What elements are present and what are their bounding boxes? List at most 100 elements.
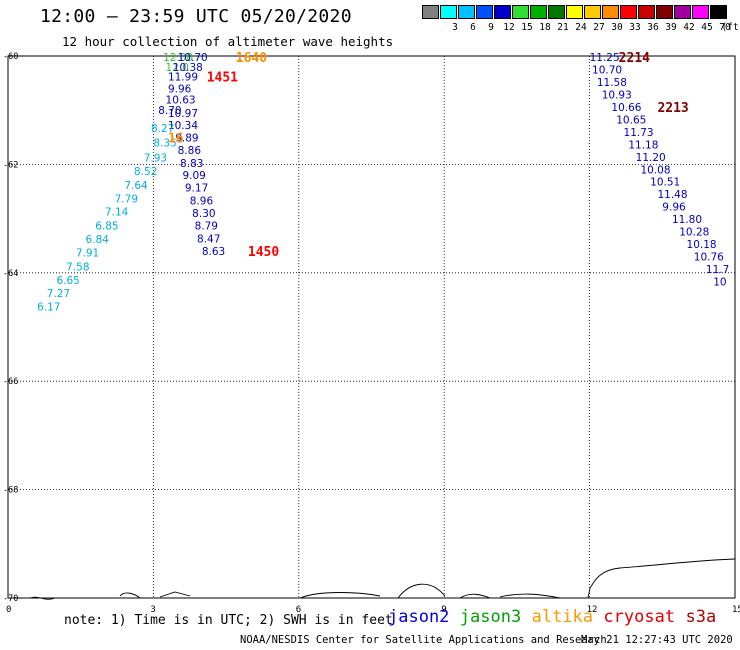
wave-height-label: 6.17: [37, 301, 60, 313]
wave-height-label: 11.25: [590, 52, 620, 64]
scale-label: 21: [557, 22, 569, 33]
generation-timestamp: May 21 12:27:43 UTC 2020: [581, 634, 733, 646]
wave-height-label: 9.96: [662, 202, 686, 214]
y-tick-label: -66: [3, 377, 18, 387]
wave-height-label: 8.70: [158, 105, 181, 117]
wave-height-label: 8.35: [153, 138, 176, 150]
wave-height-label: 8.79: [195, 221, 218, 233]
wave-height-label: 10.93: [602, 89, 632, 101]
scale-swatch: [458, 5, 475, 19]
x-tick-label: 9: [441, 605, 446, 615]
x-tick-label: 12: [587, 605, 598, 615]
pass-time-label: 1450: [248, 245, 279, 260]
y-tick-label: -62: [3, 160, 18, 170]
wave-height-label: 10.70: [592, 65, 622, 77]
scale-label: 30: [611, 22, 623, 33]
scale-label: 18: [539, 22, 551, 33]
scale-label: 12: [503, 22, 515, 33]
wave-height-label: 9.17: [185, 183, 208, 195]
wave-height-label: 9.09: [182, 170, 205, 182]
scale-label: 24: [575, 22, 587, 33]
pass-time-label: 16: [168, 131, 184, 146]
scale-unit: (ft): [721, 22, 740, 33]
pass-time-label: 2214: [619, 51, 650, 66]
wave-height-label: 10.70: [178, 52, 208, 64]
scale-swatch: [584, 5, 601, 19]
wave-height-label: 10.28: [679, 227, 709, 239]
wave-height-label: 11.73: [624, 127, 654, 139]
scale-swatch: [710, 5, 727, 19]
scale-label: 39: [665, 22, 677, 33]
scale-label: 3: [452, 22, 458, 33]
wave-height-label: 11.20: [636, 152, 666, 164]
wave-height-label: 12.0: [166, 62, 189, 74]
wave-height-label: 8.86: [178, 145, 202, 157]
wave-height-label: 6.85: [95, 221, 118, 233]
wave-height-label: 7.64: [124, 180, 148, 192]
pass-time-label: 1451: [207, 71, 238, 86]
wave-height-label: 10.08: [640, 164, 670, 176]
scale-swatch: [530, 5, 547, 19]
scale-label: 36: [647, 22, 659, 33]
scale-swatch: [548, 5, 565, 19]
scale-swatch: [602, 5, 619, 19]
coastline: [29, 558, 736, 600]
wave-height-label: 9.96: [168, 84, 192, 96]
wave-height-label: 10.63: [166, 94, 196, 106]
scale-swatch: [512, 5, 529, 19]
wave-height-label: 8.52: [134, 166, 157, 178]
wave-height-label: 10.38: [173, 62, 203, 74]
wave-height-label: 10.76: [694, 252, 724, 264]
wave-height-label: 8.83: [180, 158, 203, 170]
scale-label: 33: [629, 22, 641, 33]
scale-swatch: [656, 5, 673, 19]
wave-height-label: 6.65: [56, 275, 79, 287]
wave-height-label: 10.66: [611, 102, 641, 114]
legend-cryosat: cryosat: [603, 607, 676, 627]
wave-height-label: 8.27: [151, 123, 174, 135]
pass-time-label: 2213: [657, 101, 688, 116]
wave-height-label: 7.58: [66, 261, 89, 273]
wave-height-label: 8.30: [192, 208, 215, 220]
wave-height-label: 7.93: [144, 152, 167, 164]
wave-height-label: 11.58: [597, 77, 627, 89]
y-tick-label: -70: [3, 594, 18, 604]
scale-swatch: [674, 5, 691, 19]
wave-height-label: 7.79: [115, 194, 138, 206]
wave-height-label: 11.99: [168, 72, 198, 84]
footer-note: note: 1) Time is in UTC; 2) SWH is in fe…: [64, 613, 393, 628]
wave-height-label: 11.18: [628, 139, 658, 151]
scale-label: 70: [719, 22, 731, 33]
scale-swatch: [620, 5, 637, 19]
legend-altika: altika: [531, 607, 594, 627]
plot-frame: [7, 55, 736, 599]
wave-height-label: 7.91: [76, 248, 99, 260]
scale-swatch: [638, 5, 655, 19]
pass-time-label: 1640: [236, 51, 267, 66]
x-tick-label: 0: [6, 605, 11, 615]
scale-swatch: [566, 5, 583, 19]
scale-label: 9: [488, 22, 494, 33]
wave-height-label: 7.27: [47, 288, 70, 300]
wave-height-label: 6.84: [86, 234, 110, 246]
scale-label: 27: [593, 22, 605, 33]
wave-height-label: 10.51: [650, 177, 680, 189]
scale-label: 6: [470, 22, 476, 33]
y-tick-label: -64: [3, 269, 18, 279]
wave-height-label: 7.14: [105, 207, 129, 219]
wave-height-label: 8.63: [202, 246, 225, 258]
y-tick-label: -60: [3, 52, 18, 62]
wave-height-label: 10.97: [168, 108, 198, 120]
wave-height-label: 8.47: [197, 234, 220, 246]
scale-swatch: [440, 5, 457, 19]
wave-height-label: 10.34: [168, 120, 198, 132]
wave-height-label: 11.48: [657, 189, 687, 201]
legend-s3a: s3a: [685, 607, 717, 627]
page-title: 12:00 — 23:59 UTC 05/20/2020: [40, 6, 352, 27]
wave-height-label: 10: [713, 276, 726, 288]
scale-label: 45: [701, 22, 713, 33]
scale-swatch: [422, 5, 439, 19]
legend-jason3: jason3: [459, 607, 522, 627]
